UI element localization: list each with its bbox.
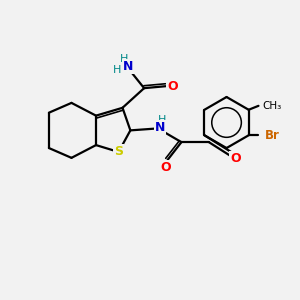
Text: N: N [154, 121, 165, 134]
Text: Br: Br [265, 129, 280, 142]
Text: O: O [160, 161, 171, 174]
Text: H: H [158, 115, 166, 124]
Text: S: S [114, 146, 123, 158]
Text: N: N [123, 60, 134, 73]
Text: H: H [112, 65, 121, 76]
Text: H: H [120, 54, 129, 64]
Text: O: O [167, 80, 178, 93]
Text: O: O [230, 152, 241, 165]
Text: CH₃: CH₃ [262, 101, 282, 111]
